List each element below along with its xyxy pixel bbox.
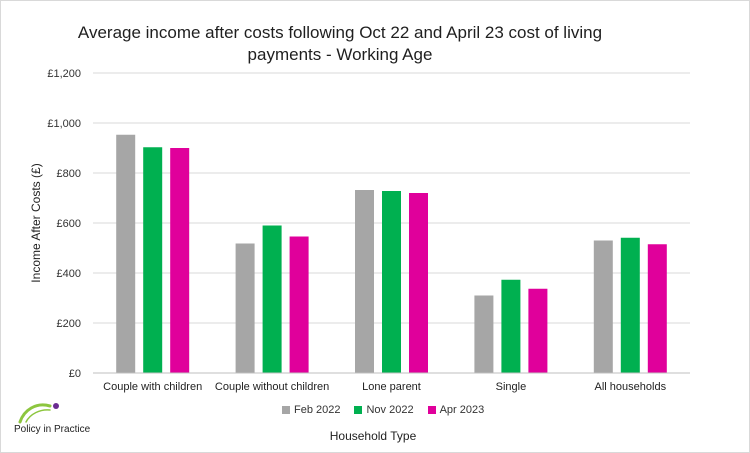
bar-apr-2023-lone-parent	[409, 193, 428, 373]
legend-label-nov-2022: Nov 2022	[366, 404, 414, 416]
bar-nov-2022-all-households	[620, 237, 640, 373]
bar-nov-2022-couple-with-children	[143, 147, 163, 373]
x-tick-label: Couple with children	[103, 381, 202, 393]
bar-nov-2022-lone-parent	[382, 191, 401, 373]
bar-feb-2022-all-households	[593, 240, 613, 373]
legend-item-nov-2022: Nov 2022	[354, 404, 414, 416]
y-tick-label: £0	[69, 368, 81, 380]
bar-apr-2023-couple-with-children	[170, 148, 190, 373]
legend: Feb 2022 Nov 2022 Apr 2023	[282, 402, 484, 418]
bar-apr-2023-single	[528, 288, 548, 373]
policy-in-practice-logo: Policy in Practice	[10, 400, 100, 440]
chart-title: Average income after costs following Oct…	[60, 22, 620, 66]
legend-swatch-apr-2023	[427, 406, 436, 414]
y-tick-label: £400	[57, 268, 81, 280]
y-axis-ticks: £0 £200 £400 £600 £800 £1,000 £1,200	[47, 68, 81, 380]
logo-text: Policy in Practice	[14, 424, 91, 435]
y-tick-label: £800	[57, 168, 81, 180]
legend-swatch-feb-2022	[282, 406, 290, 414]
x-axis-ticks: Couple with children Couple without child…	[103, 381, 666, 393]
y-axis-label: Income After Costs (£)	[29, 163, 43, 282]
bar-apr-2023-couple-without-children	[289, 236, 309, 373]
legend-label-apr-2023: Apr 2023	[439, 404, 485, 416]
bar-feb-2022-couple-with-children	[116, 134, 136, 373]
x-tick-label: Lone parent	[362, 381, 421, 393]
chart-title-line-2: payments - Working Age	[247, 45, 433, 64]
bars	[116, 134, 667, 373]
chart-title-line-1: Average income after costs following Oct…	[77, 23, 603, 42]
bar-apr-2023-all-households	[647, 244, 667, 373]
bar-feb-2022-single	[474, 295, 494, 373]
x-tick-label: All households	[595, 381, 667, 393]
logo-mark-icon	[18, 403, 59, 424]
legend-swatch-nov-2022	[354, 406, 363, 414]
bar-nov-2022-single	[501, 279, 521, 373]
y-tick-label: £200	[57, 318, 81, 330]
legend-item-feb-2022: Feb 2022	[282, 404, 340, 416]
x-axis-label: Household Type	[330, 429, 417, 443]
legend-item-apr-2023: Apr 2023	[427, 404, 485, 416]
bar-feb-2022-couple-without-children	[235, 243, 255, 373]
x-tick-label: Single	[496, 381, 527, 393]
y-tick-label: £1,200	[47, 68, 81, 80]
bar-nov-2022-couple-without-children	[262, 225, 282, 373]
y-tick-label: £1,000	[47, 118, 81, 130]
bar-feb-2022-lone-parent	[355, 190, 374, 373]
legend-label-feb-2022: Feb 2022	[294, 404, 341, 416]
y-tick-label: £600	[57, 218, 81, 230]
x-tick-label: Couple without children	[215, 381, 329, 393]
